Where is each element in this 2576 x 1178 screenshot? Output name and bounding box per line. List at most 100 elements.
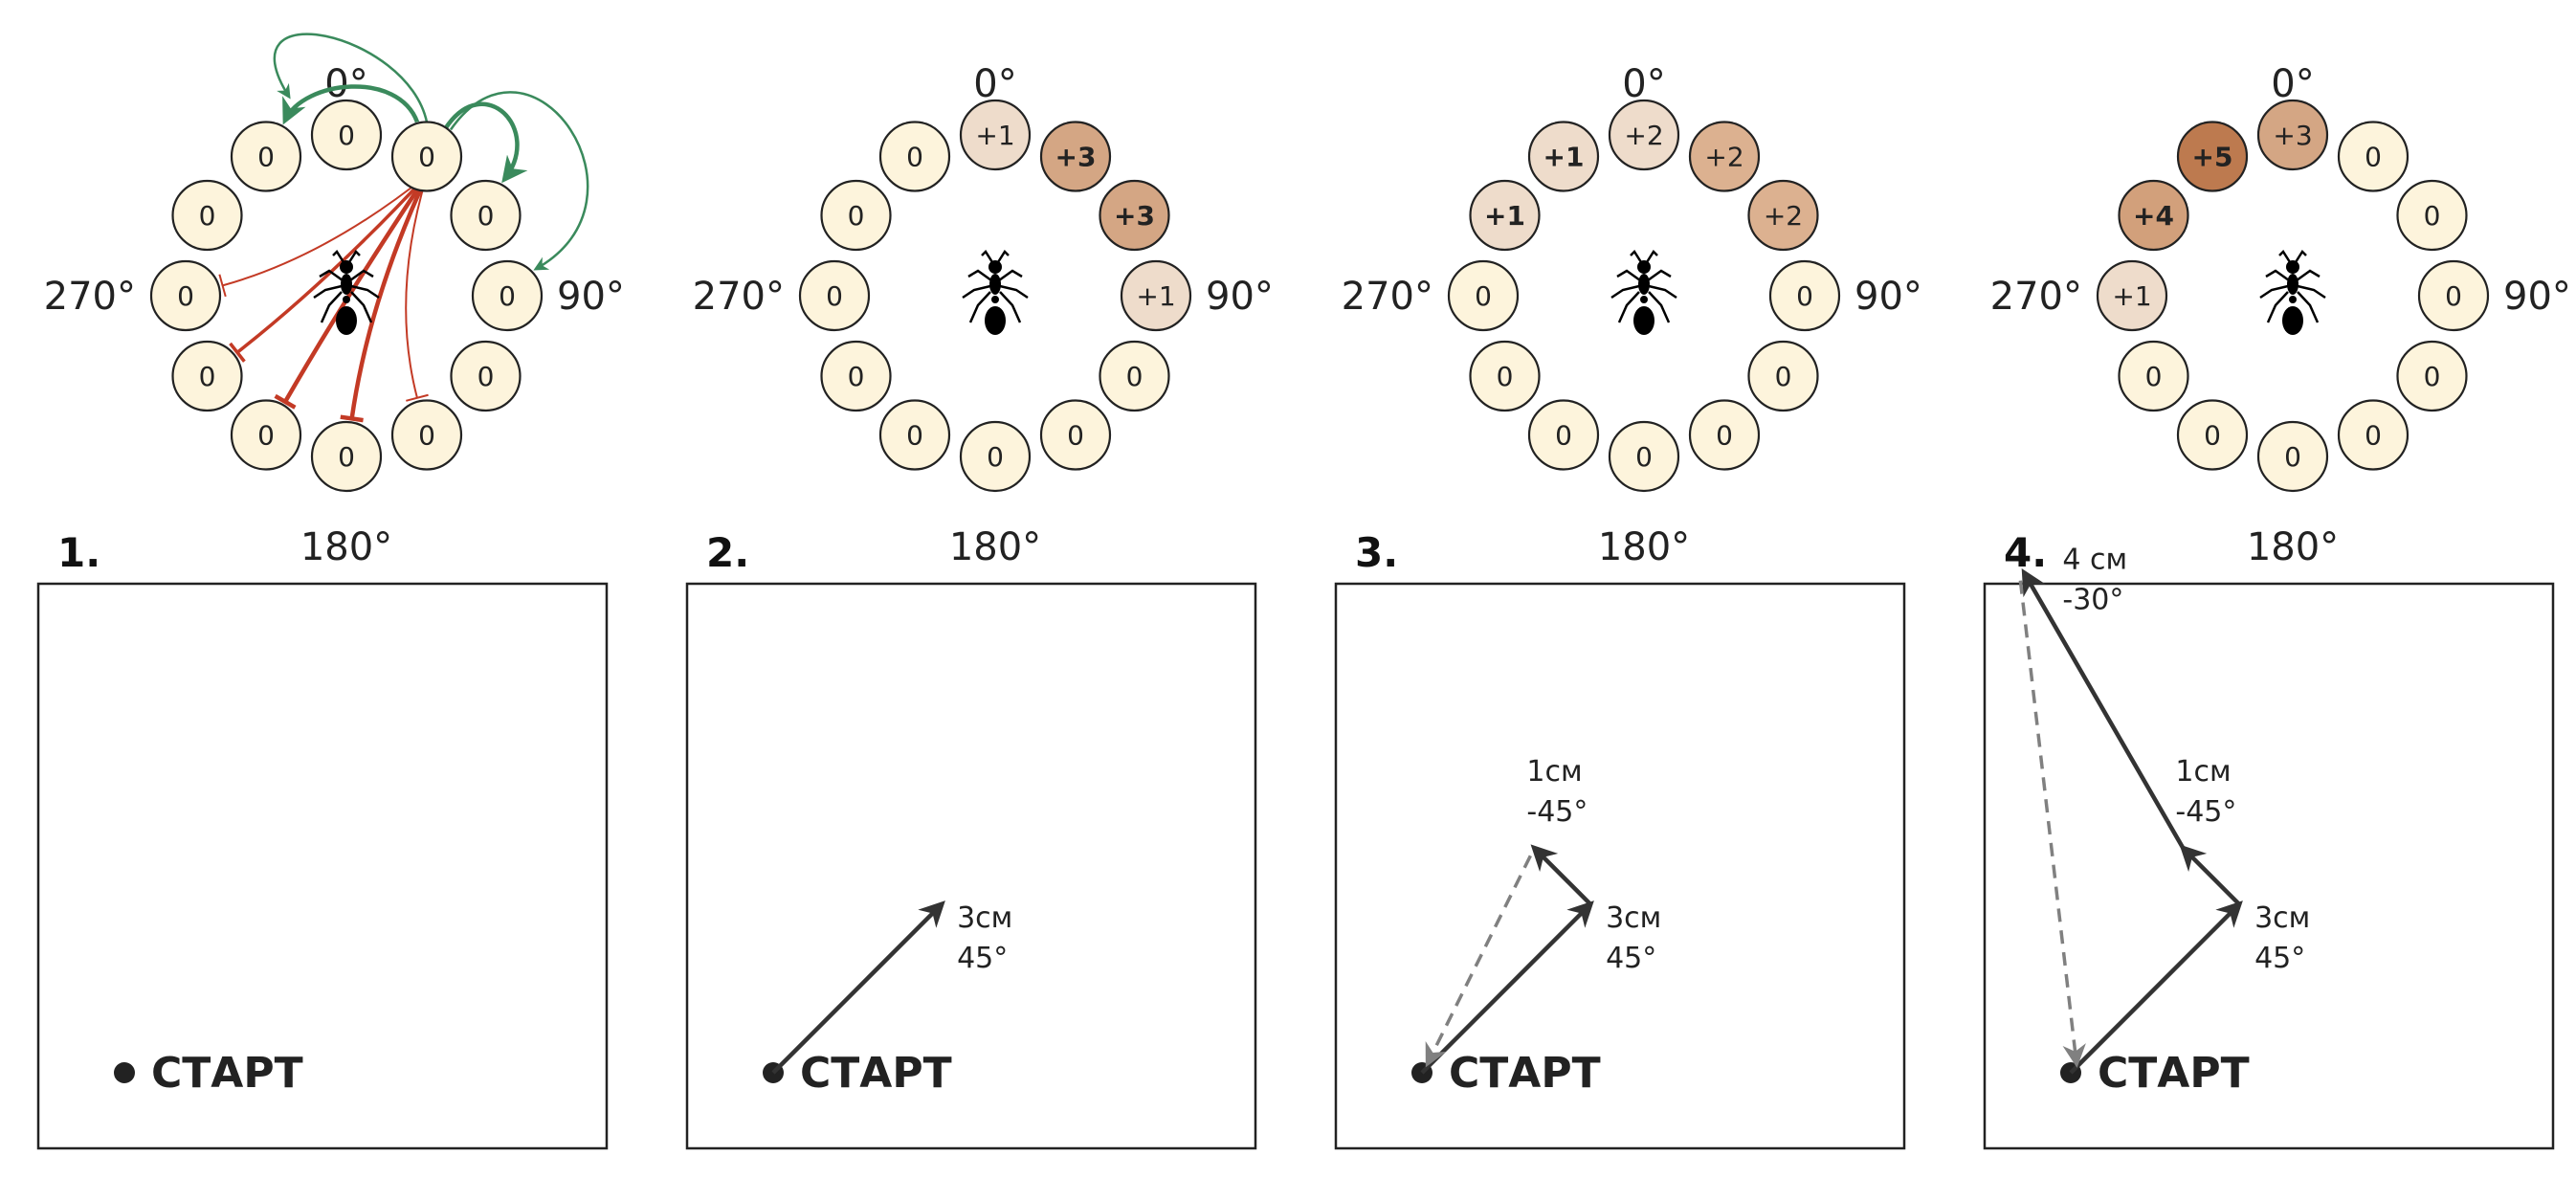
ring-cell-value: +3 [2273,120,2312,151]
ring-cell: 0 [798,259,871,332]
ring-cell-circle [959,99,1032,171]
ring-cell-circle [2256,99,2329,171]
ring-cell-value: 0 [2204,419,2221,451]
ring-cell-value: +5 [2192,142,2233,173]
ring-cell: 0 [2396,340,2468,412]
ring-cell: +2 [1608,99,1680,171]
ring-cell-circle [310,99,383,171]
ring-cell-circle [2396,340,2468,412]
ring-cell-value: 0 [477,361,495,392]
vector-label: 1см -45° [1526,755,1588,829]
ring-cell: +5 [2176,121,2249,192]
ring-cell: 0 [1469,340,1541,412]
ring-cell-value: 0 [1555,419,1572,451]
ring-cell-circle [471,259,544,332]
ring-cell-value: 0 [1716,419,1733,451]
ring-cell-circle [2176,121,2249,192]
inhibit-line [405,175,428,399]
ring-cell-circle [2337,121,2409,192]
ring-cell: 0 [2417,259,2490,332]
ring-cell-circle [149,259,222,332]
ring-cell-circle [450,340,522,412]
ring-cell-circle [1039,121,1112,192]
ring-cell-circle [959,420,1032,493]
ring-cell-value: 0 [1497,361,1514,392]
ring-cell-value: 0 [1067,419,1084,451]
ring-connections [218,33,589,423]
inhibit-line [349,174,430,419]
ring-cell-circle [1688,121,1761,192]
compass-east-label: 90° [1206,275,1274,319]
ring-cell-value: 0 [177,280,194,312]
compass-south-label: 180° [300,525,392,569]
ring-cell-circle [450,179,522,252]
start-label: СТАРТ [800,1049,952,1098]
ring-cell: 0 [2396,179,2468,252]
ring-cell: +2 [1688,121,1761,192]
ring-cell-value: 0 [418,419,435,451]
inhibit-bar [229,342,246,363]
ant-icon [2258,250,2327,337]
ring-cell-circle [2396,179,2468,252]
ring-cell-value: 0 [257,419,275,451]
compass-labels: 0° 90° 180° 270° [44,62,625,569]
compass-east-label: 90° [2503,275,2571,319]
segment-vector [1530,844,1592,906]
ring-cell-value: 0 [338,441,355,473]
ring-cell-value: 0 [826,280,843,312]
ring-cell-circle [2118,179,2189,252]
ring-cell: +1 [1469,179,1541,252]
inhibit-bar [340,414,364,423]
ring-cell-circle [2096,259,2168,332]
vector-length-label: 1см [2175,755,2231,789]
ring-cell-value: 0 [848,200,865,232]
ring-cell: 0 [230,399,302,471]
ring-cell-value: 0 [477,200,495,232]
segment-vector [1420,900,1594,1075]
compass-west-label: 270° [44,275,136,319]
compass-north-label: 0° [1622,62,1665,106]
path-box [36,582,609,1150]
ring-cell: 0 [1447,259,1520,332]
compass-labels: 0° 90° 180° 270° [693,62,1274,569]
compass-ring: +2 +2 +2 0 0 0 0 0 0 0 +1 +1 [1447,99,1841,493]
ring-cell: 0 [450,179,522,252]
excite-arrow [449,91,589,271]
ring-cell-circle [310,420,383,493]
panel-number: 4. [2004,529,2047,576]
inhibit-bar [406,393,429,402]
vector-length-label: 3см [1606,901,1661,935]
ring-cell-circle [390,399,463,471]
ring-cell-circle [878,121,951,192]
vector-angle-label: 45° [1606,942,1656,975]
ring-cell-value: 0 [2365,419,2382,451]
ring-cell-circle [1608,99,1680,171]
panel-3: 0° 90° 180° 270° +2 +2 +2 0 0 0 0 0 0 0 +1 +1 3. СТАРТ 3см… [1334,62,1922,1150]
start-label: СТАРТ [151,1049,303,1098]
ring-cell: 0 [1099,340,1170,412]
ant-icon [961,250,1030,337]
ring-cell-value: 0 [199,361,216,392]
ring-cell: 0 [1768,259,1841,332]
ring-cell: 0 [878,121,951,192]
inhibit-line [222,174,428,287]
vector-label: 1см -45° [2175,755,2236,829]
ring-cell-circle [1747,179,1819,252]
ring-cell-circle [820,340,892,412]
ring-cell-circle [1768,259,1841,332]
ring-cell-circle [2256,420,2329,493]
compass-west-label: 270° [1990,275,2082,319]
compass-east-label: 90° [1854,275,1922,319]
ring-cell: 0 [310,420,383,493]
start-dot [114,1062,135,1083]
panel-number: 1. [57,529,100,576]
ring-cell-value: 0 [2424,361,2441,392]
ring-cell: +1 [959,99,1032,171]
ring-cell-circle [171,340,243,412]
ring-cell-value: 0 [1796,280,1813,312]
ring-cell-circle [390,121,463,192]
compass-east-label: 90° [557,275,625,319]
vector-length-label: 3см [2254,901,2310,935]
